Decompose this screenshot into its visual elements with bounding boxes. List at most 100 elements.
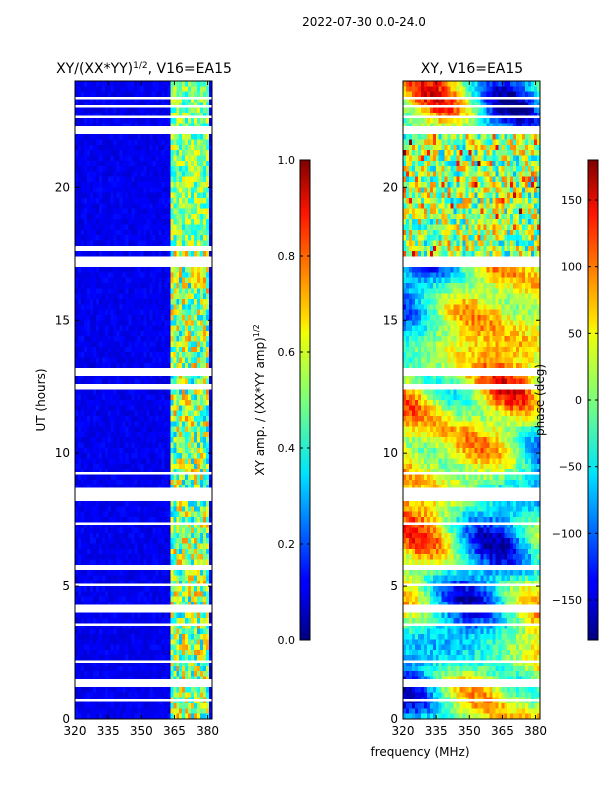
left-heatmap-cell xyxy=(119,474,124,481)
left-heatmap-cell xyxy=(116,357,121,364)
left-heatmap-cell xyxy=(179,522,183,528)
left-heatmap-cell xyxy=(107,150,112,156)
left-heatmap-cell xyxy=(158,352,162,358)
left-heatmap-cell xyxy=(182,400,186,406)
left-heatmap-cell xyxy=(203,474,207,481)
left-heatmap-cell xyxy=(146,458,150,465)
left-heatmap-cell xyxy=(203,543,207,550)
left-heatmap-cell xyxy=(164,118,168,124)
left-heatmap-cell xyxy=(176,171,180,178)
left-heatmap-cell xyxy=(131,219,135,225)
left-heatmap-cell xyxy=(86,389,91,396)
left-heatmap-cell xyxy=(119,463,124,470)
left-heatmap-cell xyxy=(89,532,94,539)
left-heatmap-cell xyxy=(86,649,91,656)
left-heatmap-cell xyxy=(98,400,103,406)
left-heatmap-cell xyxy=(191,506,195,513)
left-heatmap-cell xyxy=(152,442,156,449)
left-heatmap-cell xyxy=(113,378,118,385)
left-heatmap-cell xyxy=(98,229,103,236)
left-heatmap-cell xyxy=(176,532,180,539)
left-heatmap-cell xyxy=(119,251,124,257)
left-heatmap-cell xyxy=(209,501,212,507)
left-heatmap-cell xyxy=(101,341,106,348)
left-heatmap-cell xyxy=(101,298,106,305)
left-heatmap-cell xyxy=(173,437,177,443)
left-heatmap-cell xyxy=(119,107,124,114)
left-heatmap-cell xyxy=(89,357,94,364)
left-heatmap-cell xyxy=(95,240,100,247)
left-heatmap-cell xyxy=(98,166,103,172)
left-heatmap-cell xyxy=(137,277,141,284)
left-heatmap-cell xyxy=(83,474,88,481)
left-heatmap-cell xyxy=(125,591,130,598)
left-heatmap-cell xyxy=(131,139,135,146)
left-heatmap-cell xyxy=(137,314,141,321)
left-heatmap-cell xyxy=(164,144,168,151)
left-heatmap-cell xyxy=(77,554,82,560)
left-heatmap-cell xyxy=(188,516,192,523)
left-heatmap-cell xyxy=(80,506,85,513)
left-heatmap-cell xyxy=(164,479,168,486)
left-heatmap-cell xyxy=(170,219,174,225)
left-heatmap-cell xyxy=(104,197,109,204)
left-heatmap-cell xyxy=(173,623,177,630)
left-heatmap-cell xyxy=(122,235,127,241)
left-heatmap-cell xyxy=(134,527,138,534)
left-heatmap-cell xyxy=(143,373,147,380)
left-heatmap-cell xyxy=(179,144,183,151)
left-heatmap-cell xyxy=(152,506,156,513)
left-heatmap-cell xyxy=(149,586,153,592)
left-heatmap-cell xyxy=(128,118,132,124)
left-heatmap-cell xyxy=(137,235,141,241)
left-heatmap-cell xyxy=(191,612,195,619)
left-heatmap-cell xyxy=(95,437,100,443)
left-heatmap-cell xyxy=(134,458,138,465)
left-heatmap-cell xyxy=(122,309,127,316)
left-heatmap-cell xyxy=(173,649,177,656)
left-heatmap-cell xyxy=(203,224,207,231)
left-heatmap-cell xyxy=(119,506,124,513)
left-heatmap-cell xyxy=(137,251,141,257)
left-heatmap-cell xyxy=(158,298,162,305)
left-heatmap-cell xyxy=(164,421,168,427)
left-heatmap-cell xyxy=(149,182,153,188)
left-heatmap-cell xyxy=(122,176,127,183)
left-heatmap-cell xyxy=(125,649,130,656)
left-heatmap-cell xyxy=(179,458,183,465)
left-heatmap-cell xyxy=(167,176,171,183)
left-heatmap-cell xyxy=(197,394,201,401)
left-heatmap-cell xyxy=(131,623,135,630)
left-heatmap-cell xyxy=(209,298,212,305)
left-heatmap-cell xyxy=(98,91,103,98)
left-heatmap-cell xyxy=(167,325,171,332)
left-heatmap-cell xyxy=(158,591,162,598)
left-heatmap-cell xyxy=(197,86,201,93)
left-heatmap-cell xyxy=(149,362,153,369)
left-heatmap-cell xyxy=(83,516,88,523)
left-heatmap-cell xyxy=(116,330,121,337)
left-heatmap-cell xyxy=(86,91,91,98)
left-heatmap-cell xyxy=(83,400,88,406)
left-heatmap-cell xyxy=(92,197,97,204)
left-heatmap-cell xyxy=(152,304,156,311)
left-heatmap-cell xyxy=(170,309,174,316)
left-heatmap-cell xyxy=(140,575,144,582)
left-heatmap-cell xyxy=(98,208,103,215)
left-heatmap-cell xyxy=(140,182,144,188)
left-heatmap-cell xyxy=(110,203,115,209)
left-heatmap-cell xyxy=(140,176,144,183)
left-heatmap-cell xyxy=(75,166,79,172)
left-heatmap-cell xyxy=(104,527,109,534)
left-heatmap-cell xyxy=(146,586,150,592)
left-heatmap-cell xyxy=(164,267,168,273)
left-heatmap-cell xyxy=(116,447,121,454)
left-heatmap-cell xyxy=(98,389,103,396)
left-heatmap-cell xyxy=(134,421,138,427)
left-heatmap-cell xyxy=(209,373,212,380)
left-heatmap-cell xyxy=(122,570,127,576)
left-heatmap-cell xyxy=(179,81,183,87)
left-heatmap-cell xyxy=(128,532,132,539)
left-heatmap-cell xyxy=(164,644,168,651)
left-heatmap-cell xyxy=(152,192,156,199)
